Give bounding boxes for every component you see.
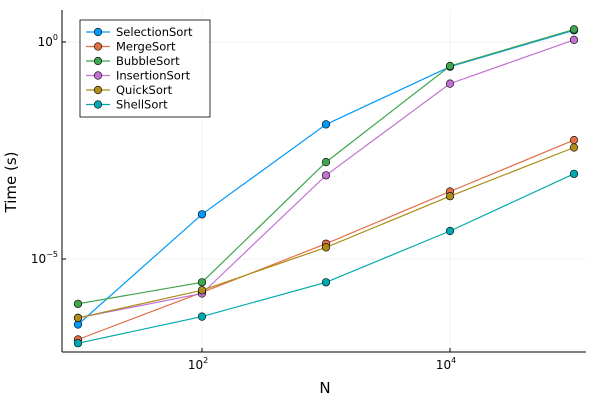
series-mergesort — [73, 136, 579, 344]
data-point-selectionsort — [321, 120, 331, 129]
data-point-quicksort — [569, 143, 579, 152]
x-tick-label: 104 — [436, 356, 456, 372]
legend-label: MergeSort — [116, 40, 176, 54]
data-point-quicksort — [445, 192, 455, 201]
series-bubblesort — [73, 25, 579, 308]
data-point-shellsort — [73, 339, 83, 348]
series-quicksort — [73, 143, 579, 323]
axes — [61, 10, 586, 353]
legend-item-mergesort: MergeSort — [86, 40, 176, 54]
data-point-shellsort — [569, 169, 579, 178]
data-point-shellsort — [445, 226, 455, 236]
y-tick-label: 10−5 — [31, 250, 58, 266]
data-point-insertionsort — [445, 79, 455, 88]
y-tick-label: 100 — [38, 33, 58, 49]
legend: SelectionSortMergeSortBubbleSortInsertio… — [79, 19, 211, 118]
legend-swatch-marker — [93, 71, 103, 80]
series-layer — [73, 25, 579, 348]
series-shellsort — [73, 169, 579, 348]
data-point-insertionsort — [321, 171, 331, 180]
tick-labels: 102 104 100 10−5 — [31, 33, 456, 372]
data-point-mergesort — [569, 136, 579, 145]
legend-label: InsertionSort — [116, 69, 191, 83]
data-point-shellsort — [321, 278, 331, 287]
legend-label: BubbleSort — [116, 54, 180, 68]
data-point-quicksort — [321, 243, 331, 252]
legend-swatch-marker — [93, 27, 103, 37]
legend-label: SelectionSort — [116, 25, 193, 39]
legend-swatch-marker — [93, 100, 103, 109]
data-point-bubblesort — [73, 299, 83, 308]
legend-swatch-marker — [93, 85, 103, 95]
legend-swatch-marker — [93, 56, 103, 66]
data-point-bubblesort — [321, 158, 331, 167]
legend-box — [79, 19, 211, 118]
x-tick-label: 102 — [188, 356, 208, 372]
legend-label: ShellSort — [116, 98, 168, 112]
data-point-selectionsort — [197, 210, 207, 219]
legend-item-shellsort: ShellSort — [86, 98, 168, 112]
data-point-insertionsort — [569, 35, 579, 45]
legend-item-selectionsort: SelectionSort — [86, 25, 193, 39]
data-point-bubblesort — [569, 25, 579, 34]
data-point-bubblesort — [197, 278, 207, 287]
data-point-quicksort — [73, 313, 83, 323]
data-point-quicksort — [197, 286, 207, 295]
y-axis-label: Time (s) — [2, 152, 20, 214]
legend-item-quicksort: QuickSort — [86, 83, 173, 97]
legend-item-insertionsort: InsertionSort — [86, 69, 191, 83]
legend-swatch-marker — [93, 42, 103, 51]
data-point-shellsort — [197, 312, 207, 321]
x-axis-label: N — [319, 379, 330, 397]
legend-label: QuickSort — [116, 83, 173, 97]
data-point-bubblesort — [445, 61, 455, 71]
legend-item-bubblesort: BubbleSort — [86, 54, 180, 68]
